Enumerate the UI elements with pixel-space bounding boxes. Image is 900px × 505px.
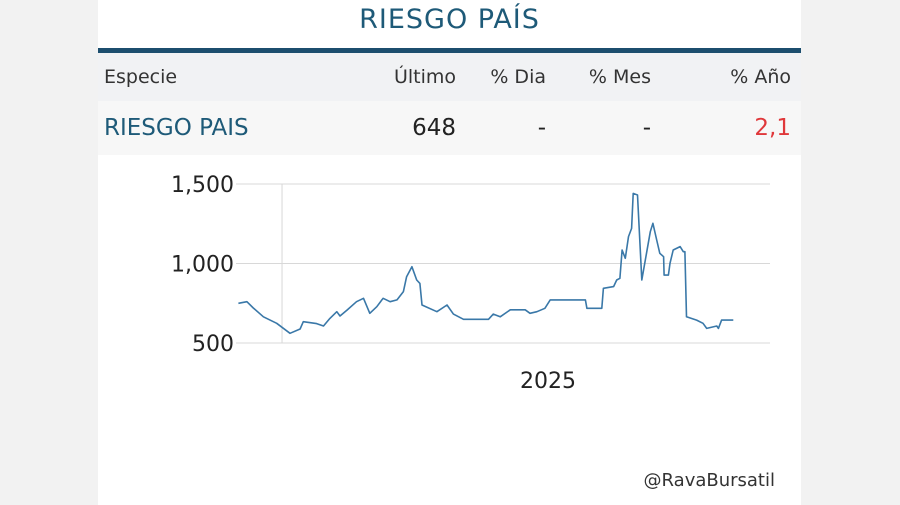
- table-row[interactable]: RIESGO PAIS 648 - - 2,1: [98, 101, 801, 155]
- y-tick-label: 1,500: [171, 173, 234, 198]
- cell-ultimo: 648: [412, 115, 456, 141]
- riesgo-pais-card: RIESGO PAÍS Especie Último % Dia % Mes %…: [98, 0, 801, 505]
- cell-dia: -: [537, 115, 546, 141]
- y-tick-label: 1,000: [171, 253, 234, 278]
- footer-handle: @RavaBursatil: [643, 470, 775, 491]
- header-mes: % Mes: [588, 66, 651, 88]
- cell-especie[interactable]: RIESGO PAIS: [104, 115, 249, 141]
- series-line: [238, 192, 734, 335]
- title-divider: [98, 48, 801, 53]
- table-header: Especie Último % Dia % Mes % Año: [98, 53, 801, 101]
- header-especie: Especie: [104, 66, 178, 88]
- x-tick-label: 2025: [520, 369, 576, 394]
- cell-mes: -: [642, 115, 651, 141]
- page-title: RIESGO PAÍS: [359, 4, 540, 35]
- header-dia: % Dia: [490, 66, 546, 88]
- header-ultimo: Último: [393, 66, 456, 88]
- cell-anio: 2,1: [754, 115, 791, 141]
- y-tick-label: 500: [192, 332, 234, 357]
- header-anio: % Año: [730, 66, 791, 88]
- line-chart: 1,500 1,000 500 2025: [171, 173, 770, 394]
